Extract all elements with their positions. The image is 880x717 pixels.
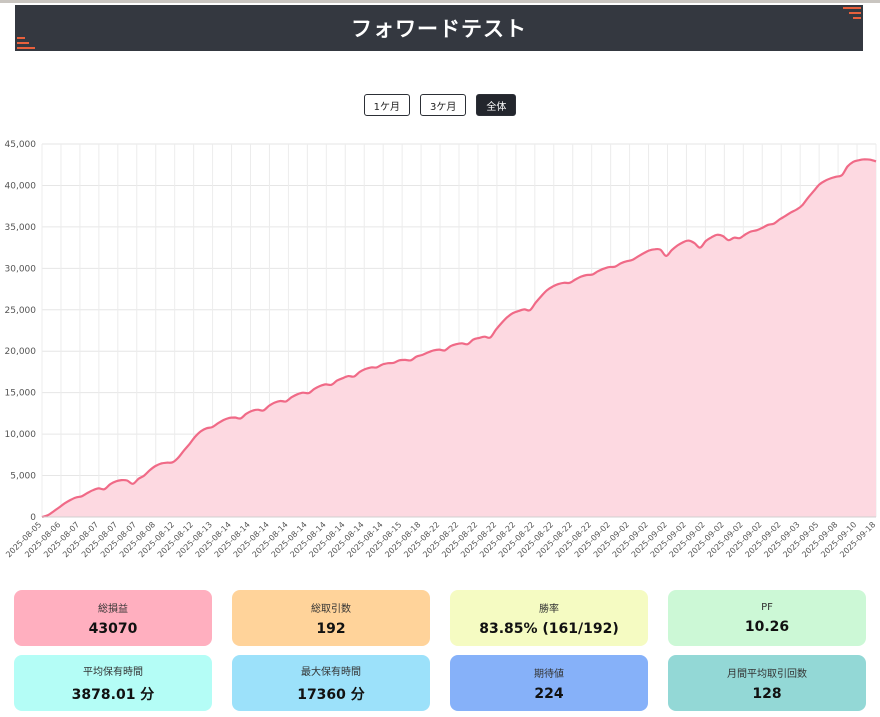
y-tick-label: 0 (30, 513, 36, 523)
stat-card-total-profit: 総損益 43070 (14, 590, 212, 646)
stat-label: 期待値 (534, 668, 564, 680)
range-1-month-button[interactable]: 1ケ月 (363, 94, 410, 116)
stat-card-win-rate: 勝率 83.85% (161/192) (450, 590, 648, 646)
y-tick-label: 45,000 (5, 140, 37, 150)
stat-label: 総取引数 (311, 603, 351, 615)
stat-label: 勝率 (539, 603, 559, 615)
y-tick-label: 35,000 (5, 223, 37, 233)
stat-value: 43070 (88, 620, 138, 637)
cumulative-profit-chart: 0 5,000 10,000 15,000 20,000 25,000 30,000 35,0… (4, 140, 877, 559)
range-selector: 1ケ月 3ケ月 全体 (0, 94, 880, 116)
stat-label: 月間平均取引回数 (727, 668, 807, 680)
stat-card-total-trades: 総取引数 192 (232, 590, 430, 646)
y-tick-label: 30,000 (5, 264, 37, 274)
y-tick-label: 5,000 (10, 472, 36, 482)
corner-stripes-icon (17, 37, 35, 49)
corner-stripes-icon (843, 7, 861, 19)
stat-card-monthly-avg-trades: 月間平均取引回数 128 (668, 655, 866, 711)
y-tick-label: 15,000 (5, 389, 37, 399)
stat-card-avg-holding-time: 平均保有時間 3878.01 分 (14, 655, 212, 711)
stat-value: 10.26 (744, 618, 790, 635)
stat-value: 128 (752, 685, 782, 702)
stat-label: 最大保有時間 (301, 666, 361, 678)
stat-value: 3878.01 分 (71, 686, 155, 703)
stat-label: 総損益 (98, 603, 128, 615)
stats-grid: 総損益 43070 総取引数 192 勝率 83.85% (161/192) P… (14, 590, 866, 711)
stat-value: 224 (534, 685, 564, 702)
y-tick-label: 10,000 (5, 430, 37, 440)
page-header: フォワードテスト (15, 5, 863, 51)
stat-card-profit-factor: PF 10.26 (668, 590, 866, 646)
stat-value: 192 (316, 620, 346, 637)
y-tick-label: 25,000 (5, 306, 37, 316)
y-tick-label: 20,000 (5, 347, 37, 357)
stat-value: 17360 分 (297, 686, 365, 703)
range-all-button[interactable]: 全体 (476, 94, 517, 116)
stat-card-expectancy: 期待値 224 (450, 655, 648, 711)
y-tick-label: 40,000 (5, 181, 37, 191)
stat-label: 平均保有時間 (83, 666, 143, 678)
stat-value: 83.85% (161/192) (479, 620, 619, 637)
range-3-month-button[interactable]: 3ケ月 (420, 94, 467, 116)
page-title: フォワードテスト (351, 17, 527, 41)
stat-label: PF (761, 601, 773, 613)
stat-card-max-holding-time: 最大保有時間 17360 分 (232, 655, 430, 711)
window-top-border (0, 0, 880, 3)
series-area (42, 159, 876, 518)
series-line (41, 158, 877, 519)
